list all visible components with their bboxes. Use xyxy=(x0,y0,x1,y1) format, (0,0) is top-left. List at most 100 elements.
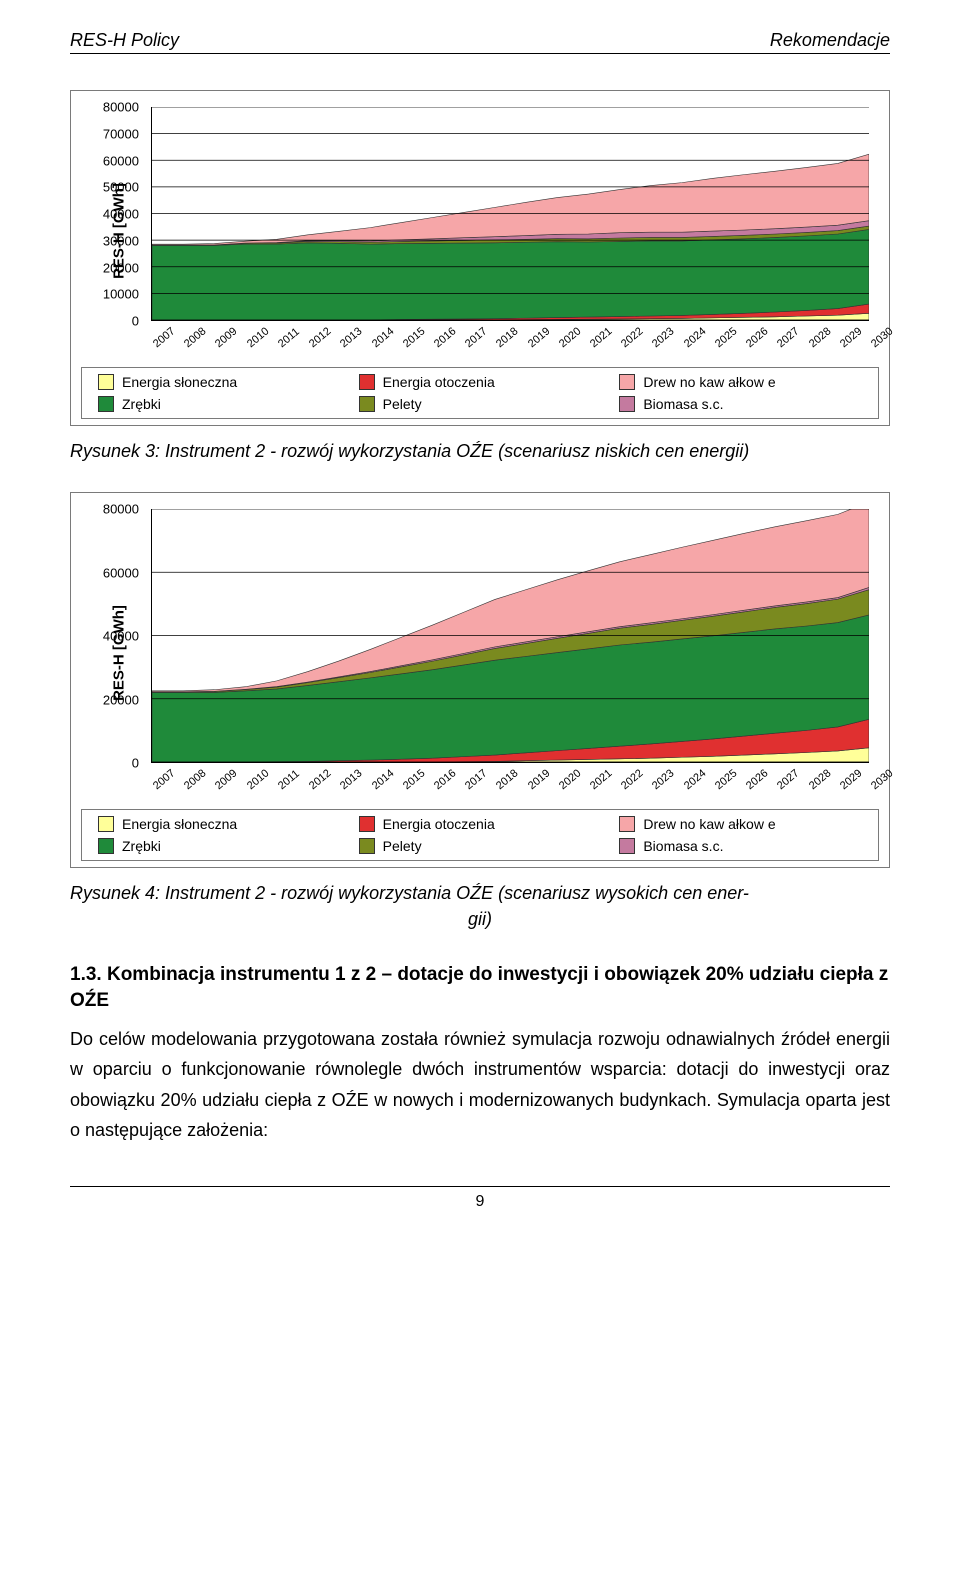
x-tick-label: 2009 xyxy=(213,325,239,350)
chart2-caption-line1: Rysunek 4: Instrument 2 - rozwój wykorzy… xyxy=(70,883,749,903)
y-tick-label: 0 xyxy=(132,314,139,329)
y-tick-label: 70000 xyxy=(103,126,139,141)
legend-item-ambient: Energia otoczenia xyxy=(359,816,602,832)
x-tick-label: 2010 xyxy=(245,325,271,350)
x-tick-label: 2019 xyxy=(526,325,552,350)
legend-item-chips: Zrębki xyxy=(98,396,341,412)
chart2-plot xyxy=(151,509,869,763)
x-tick-label: 2029 xyxy=(838,325,864,350)
x-tick-label: 2007 xyxy=(151,325,177,350)
header-right: Rekomendacje xyxy=(770,30,890,51)
x-tick-label: 2013 xyxy=(338,767,364,792)
x-tick-label: 2015 xyxy=(401,767,427,792)
x-tick-label: 2016 xyxy=(432,325,458,350)
logwood-swatch xyxy=(619,374,635,390)
x-tick-label: 2025 xyxy=(713,767,739,792)
x-tick-label: 2018 xyxy=(494,325,520,350)
legend-label: Biomasa s.c. xyxy=(643,838,723,854)
y-tick-label: 30000 xyxy=(103,233,139,248)
legend-label: Zrębki xyxy=(122,396,161,412)
solar-swatch xyxy=(98,374,114,390)
chips-swatch xyxy=(98,396,114,412)
x-tick-label: 2027 xyxy=(775,767,801,792)
chips-swatch xyxy=(98,838,114,854)
page-header: RES-H Policy Rekomendacje xyxy=(70,30,890,54)
chart1-x-ticks: 2007200820092010201120122013201420152016… xyxy=(151,323,869,361)
x-tick-label: 2030 xyxy=(869,325,895,350)
x-tick-label: 2029 xyxy=(838,767,864,792)
x-tick-label: 2017 xyxy=(463,325,489,350)
legend-item-solar: Energia słoneczna xyxy=(98,374,341,390)
x-tick-label: 2027 xyxy=(775,325,801,350)
legend-label: Energia słoneczna xyxy=(122,816,237,832)
chart1-plot xyxy=(151,107,869,321)
chart2-legend: Energia słoneczna Energia otoczenia Drew n… xyxy=(81,809,879,861)
x-tick-label: 2021 xyxy=(588,325,614,350)
legend-label: Drew no kaw ałkow e xyxy=(643,374,775,390)
legend-item-biomass: Biomasa s.c. xyxy=(619,838,862,854)
solar-swatch xyxy=(98,816,114,832)
x-tick-label: 2016 xyxy=(432,767,458,792)
y-tick-label: 40000 xyxy=(103,207,139,222)
legend-label: Pelety xyxy=(383,396,422,412)
legend-item-logwood: Drew no kaw ałkow e xyxy=(619,374,862,390)
x-tick-label: 2022 xyxy=(619,767,645,792)
chart2-x-ticks: 2007200820092010201120122013201420152016… xyxy=(151,765,869,803)
y-tick-label: 80000 xyxy=(103,502,139,517)
x-tick-label: 2021 xyxy=(588,767,614,792)
x-tick-label: 2010 xyxy=(245,767,271,792)
x-tick-label: 2015 xyxy=(401,325,427,350)
x-tick-label: 2026 xyxy=(744,325,770,350)
y-tick-label: 0 xyxy=(132,756,139,771)
legend-label: Energia otoczenia xyxy=(383,374,495,390)
x-tick-label: 2028 xyxy=(807,767,833,792)
x-tick-label: 2007 xyxy=(151,767,177,792)
section-title: 1.3. Kombinacja instrumentu 1 z 2 – dota… xyxy=(70,962,890,1013)
legend-item-pellets: Pelety xyxy=(359,396,602,412)
x-tick-label: 2008 xyxy=(182,325,208,350)
x-tick-label: 2017 xyxy=(463,767,489,792)
x-tick-label: 2030 xyxy=(869,767,895,792)
y-tick-label: 60000 xyxy=(103,153,139,168)
chart-1: RES-H [GWh] 0100002000030000400005000060… xyxy=(70,90,890,426)
y-tick-label: 10000 xyxy=(103,287,139,302)
x-tick-label: 2020 xyxy=(557,325,583,350)
x-tick-label: 2014 xyxy=(370,767,396,792)
chart1-y-ticks: 0100002000030000400005000060000700008000… xyxy=(81,107,147,321)
x-tick-label: 2024 xyxy=(682,325,708,350)
y-tick-label: 40000 xyxy=(103,629,139,644)
x-tick-label: 2012 xyxy=(307,767,333,792)
x-tick-label: 2023 xyxy=(650,767,676,792)
legend-label: Pelety xyxy=(383,838,422,854)
chart1-caption: Rysunek 3: Instrument 2 - rozwój wykorzy… xyxy=(70,438,890,464)
x-tick-label: 2013 xyxy=(338,325,364,350)
ambient-swatch xyxy=(359,816,375,832)
y-tick-label: 20000 xyxy=(103,692,139,707)
x-tick-label: 2011 xyxy=(276,326,302,350)
chart2-caption: Rysunek 4: Instrument 2 - rozwój wykorzy… xyxy=(70,880,890,932)
x-tick-label: 2020 xyxy=(557,767,583,792)
x-tick-label: 2025 xyxy=(713,325,739,350)
legend-item-chips: Zrębki xyxy=(98,838,341,854)
x-tick-label: 2019 xyxy=(526,767,552,792)
x-tick-label: 2018 xyxy=(494,767,520,792)
legend-label: Biomasa s.c. xyxy=(643,396,723,412)
legend-item-biomass: Biomasa s.c. xyxy=(619,396,862,412)
x-tick-label: 2022 xyxy=(619,325,645,350)
legend-label: Zrębki xyxy=(122,838,161,854)
legend-label: Energia otoczenia xyxy=(383,816,495,832)
biomass-swatch xyxy=(619,396,635,412)
logwood-swatch xyxy=(619,816,635,832)
section-body: Do celów modelowania przygotowana został… xyxy=(70,1024,890,1146)
legend-item-solar: Energia słoneczna xyxy=(98,816,341,832)
chart2-y-ticks: 020000400006000080000 xyxy=(81,509,147,763)
chart2-caption-line2: gii) xyxy=(468,909,492,929)
x-tick-label: 2011 xyxy=(276,768,302,792)
legend-item-pellets: Pelety xyxy=(359,838,602,854)
legend-label: Drew no kaw ałkow e xyxy=(643,816,775,832)
y-tick-label: 80000 xyxy=(103,100,139,115)
y-tick-label: 20000 xyxy=(103,260,139,275)
x-tick-label: 2026 xyxy=(744,767,770,792)
page-number: 9 xyxy=(70,1186,890,1211)
ambient-swatch xyxy=(359,374,375,390)
